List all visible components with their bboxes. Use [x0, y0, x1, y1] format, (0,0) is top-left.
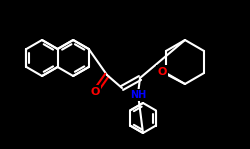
Text: NH: NH: [130, 90, 146, 100]
Text: O: O: [90, 87, 100, 97]
Text: O: O: [157, 67, 167, 77]
